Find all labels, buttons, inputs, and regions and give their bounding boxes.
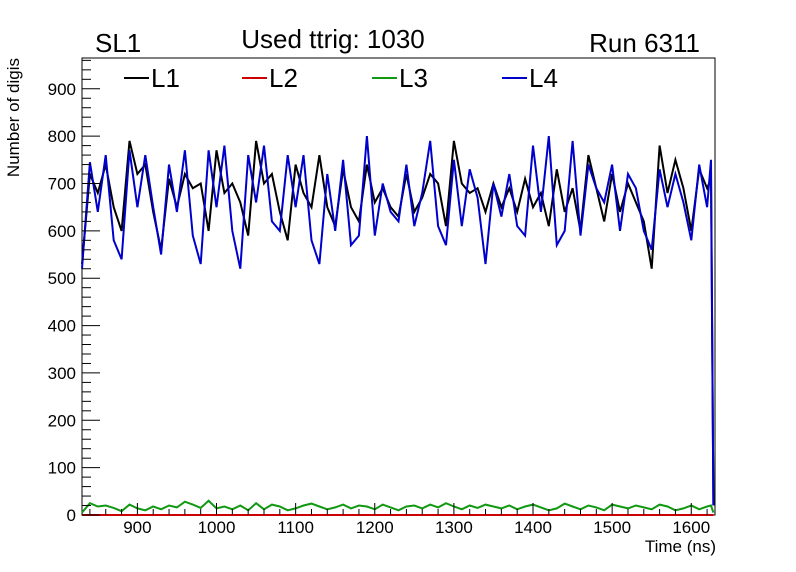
x-axis-label: Time (ns) — [645, 537, 716, 556]
x-tick-label: 1400 — [514, 518, 552, 537]
x-tick-label: 1500 — [593, 518, 631, 537]
x-tick-label: 1000 — [198, 518, 236, 537]
y-tick-label: 600 — [48, 222, 76, 241]
y-tick-label: 0 — [67, 506, 76, 525]
legend-item-l3: L3 — [372, 63, 428, 93]
y-tick-label: 100 — [48, 459, 76, 478]
legend-label: L1 — [151, 63, 180, 93]
x-tick-label: 900 — [123, 518, 151, 537]
title-left: SL1 — [95, 28, 141, 58]
y-axis-label: Number of digis — [4, 58, 23, 177]
title-right: Run 6311 — [589, 28, 700, 58]
legend-label: L4 — [529, 63, 558, 93]
x-tick-label: 1100 — [277, 518, 314, 537]
series-line-l4 — [81, 135, 715, 506]
y-tick-label: 200 — [48, 411, 76, 430]
y-tick-label: 900 — [48, 80, 76, 99]
y-axis: 0 100 200 300 400 500 600 700 800 900 — [48, 59, 100, 525]
x-tick-label: 1200 — [356, 518, 394, 537]
legend-label: L2 — [269, 63, 298, 93]
y-tick-label: 500 — [48, 269, 76, 288]
legend: L1 L2 L3 L4 — [124, 63, 558, 93]
x-axis: 900 1000 1100 1200 1300 1400 1500 1600 — [89, 503, 710, 537]
y-tick-label: 300 — [48, 364, 76, 383]
series-layer — [81, 135, 715, 516]
y-tick-label: 800 — [48, 127, 76, 146]
series-line-l1 — [81, 140, 715, 506]
series-line-l3 — [81, 499, 715, 514]
legend-item-l4: L4 — [502, 63, 558, 93]
chart-title: Used ttrig: 1030 — [241, 24, 425, 54]
x-tick-label: 1300 — [435, 518, 473, 537]
legend-label: L3 — [399, 63, 428, 93]
x-tick-label: 1600 — [672, 518, 710, 537]
y-tick-label: 700 — [48, 174, 76, 193]
legend-item-l1: L1 — [124, 63, 180, 93]
y-tick-label: 400 — [48, 317, 76, 336]
legend-item-l2: L2 — [242, 63, 298, 93]
plot-frame — [81, 57, 716, 516]
